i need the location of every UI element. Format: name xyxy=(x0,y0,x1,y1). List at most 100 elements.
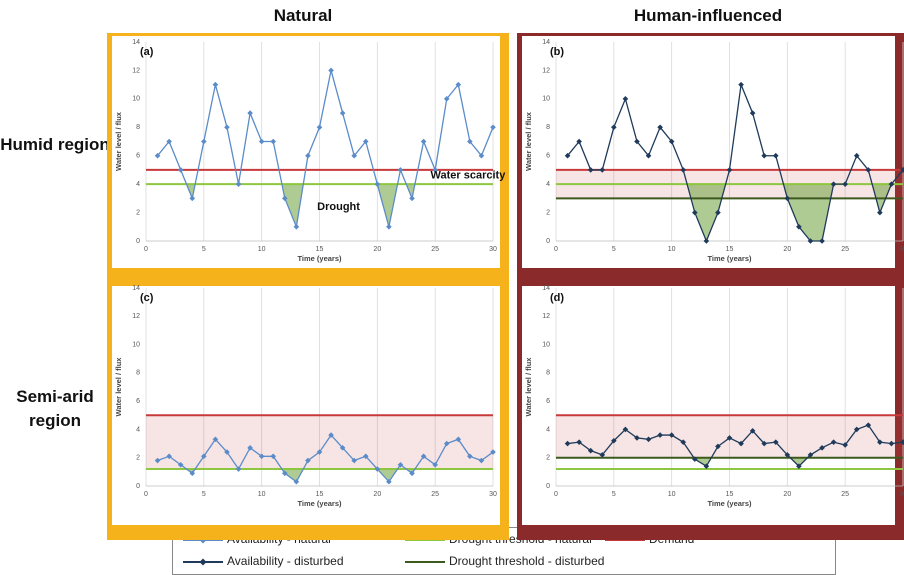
panel-label: (a) xyxy=(140,46,154,58)
column-title: Human-influenced xyxy=(633,6,783,25)
x-tick-label: 15 xyxy=(316,491,324,498)
x-tick-label: 30 xyxy=(489,491,497,498)
y-axis-label: Water level / flux xyxy=(524,357,533,417)
data-point xyxy=(362,138,369,145)
data-point xyxy=(258,138,265,145)
data-point xyxy=(807,452,814,458)
data-point xyxy=(490,449,496,455)
data-point xyxy=(166,138,172,145)
y-tick-label: 4 xyxy=(546,181,550,188)
y-tick-label: 12 xyxy=(542,313,550,320)
y-tick-label: 0 xyxy=(136,238,140,245)
data-point xyxy=(316,449,323,455)
data-point xyxy=(853,426,860,433)
plot-background xyxy=(112,36,500,268)
y-tick-label: 10 xyxy=(542,96,550,103)
data-point xyxy=(668,138,675,145)
data-point xyxy=(247,110,253,116)
data-point xyxy=(715,443,721,450)
data-point xyxy=(819,238,825,244)
data-point xyxy=(443,440,450,447)
data-point xyxy=(374,181,381,187)
x-axis-label: Time (years) xyxy=(297,254,342,263)
data-point xyxy=(877,209,883,216)
data-point xyxy=(680,439,687,445)
data-point xyxy=(386,478,392,485)
data-point xyxy=(587,447,594,454)
data-point xyxy=(830,439,837,445)
data-point xyxy=(432,167,438,173)
y-tick-label: 12 xyxy=(132,67,140,74)
data-point xyxy=(657,432,663,438)
x-tick-label: 20 xyxy=(783,246,791,253)
data-point xyxy=(189,470,196,477)
data-point xyxy=(865,167,872,173)
panel: 0 2 4 6 8 10 12 14 0 5 10 15 20 25 30 Time (years) Water… xyxy=(517,33,904,283)
data-point xyxy=(443,96,450,102)
x-tick-label: 10 xyxy=(258,246,266,253)
data-point xyxy=(455,436,462,443)
data-point xyxy=(328,67,334,74)
legend-label: Availability - disturbed xyxy=(227,554,344,568)
x-tick-label: 5 xyxy=(202,246,206,253)
data-point xyxy=(900,167,904,173)
x-tick-label: 0 xyxy=(144,246,148,253)
data-point xyxy=(490,124,496,131)
data-point xyxy=(622,96,629,102)
data-point xyxy=(749,110,756,116)
data-point xyxy=(212,436,219,443)
plot-background xyxy=(112,286,500,525)
availability-line xyxy=(567,82,904,243)
data-point xyxy=(796,463,802,469)
data-point xyxy=(282,195,288,202)
x-tick-label: 20 xyxy=(373,491,381,498)
data-point xyxy=(888,181,895,187)
x-tick-label: 20 xyxy=(373,246,381,253)
data-point xyxy=(784,452,791,458)
x-tick-label: 15 xyxy=(726,491,734,498)
data-point xyxy=(830,181,837,187)
data-point xyxy=(703,463,710,469)
y-tick-label: 10 xyxy=(132,96,140,103)
panel: 0 2 4 6 8 10 12 14 0 5 10 15 20 25 30 Time (years) Water… xyxy=(517,283,904,540)
data-point xyxy=(715,209,721,216)
y-tick-label: 2 xyxy=(136,455,140,462)
y-tick-label: 4 xyxy=(546,426,550,433)
x-tick-label: 10 xyxy=(668,246,676,253)
data-point xyxy=(467,453,473,460)
availability-line xyxy=(157,434,494,483)
annotation: Water scarcity xyxy=(431,170,507,182)
data-point xyxy=(235,466,242,472)
row-title: Semi-arid region xyxy=(16,387,94,430)
data-point xyxy=(154,457,161,464)
data-point xyxy=(282,470,288,477)
x-axis-label: Time (years) xyxy=(707,499,752,508)
panel-label: (b) xyxy=(550,46,564,58)
data-point xyxy=(293,478,300,485)
x-tick-label: 25 xyxy=(841,491,849,498)
data-point xyxy=(467,138,473,145)
data-point xyxy=(339,445,346,451)
panel-label: (d) xyxy=(550,292,564,304)
data-point xyxy=(478,457,485,464)
y-tick-label: 14 xyxy=(542,39,550,46)
y-tick-label: 14 xyxy=(132,39,140,46)
y-tick-label: 2 xyxy=(546,455,550,462)
data-point xyxy=(328,432,334,438)
column-title: Natural xyxy=(273,6,333,25)
y-tick-label: 14 xyxy=(542,285,550,292)
data-point xyxy=(703,238,710,244)
x-tick-label: 0 xyxy=(554,246,558,253)
y-tick-label: 8 xyxy=(546,370,550,377)
data-point xyxy=(270,138,277,145)
data-point xyxy=(455,81,462,88)
x-tick-label: 15 xyxy=(726,246,734,253)
y-tick-label: 0 xyxy=(546,238,550,245)
y-tick-label: 10 xyxy=(132,341,140,348)
data-point xyxy=(761,152,767,159)
data-point xyxy=(772,439,779,445)
x-axis-label: Time (years) xyxy=(707,254,752,263)
data-point xyxy=(657,124,663,131)
data-point xyxy=(212,81,219,88)
y-tick-label: 4 xyxy=(136,181,140,188)
